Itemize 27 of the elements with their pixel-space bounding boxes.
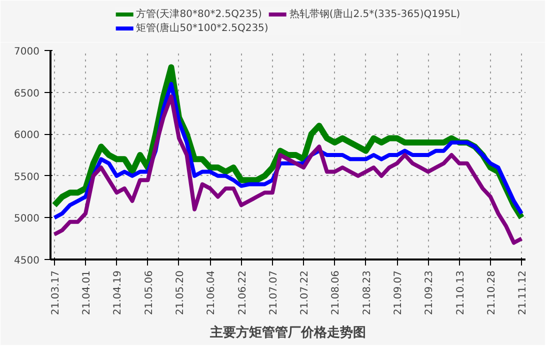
x-tick-label: 21.10.13	[455, 270, 466, 316]
x-tick-label: 21.04.19	[112, 270, 124, 316]
x-tick-label: 21.07.22	[300, 270, 311, 316]
legend-label: 方管(天津80*80*2.5Q235)	[136, 8, 262, 21]
x-tick-label: 21.08.23	[362, 270, 373, 316]
x-tick-label: 21.03.17	[50, 270, 62, 316]
x-tick-label: 21.05.20	[174, 270, 186, 316]
x-tick-label: 21.06.22	[237, 270, 248, 316]
x-tick-label: 21.05.06	[144, 270, 155, 316]
x-tick-label: 21.06.04	[206, 270, 218, 316]
line-series	[52, 94, 524, 245]
y-tick-label: 5500	[14, 172, 40, 183]
legend-label: 矩管(唐山50*100*2.5Q235)	[136, 22, 268, 35]
y-tick-label: 5000	[14, 214, 40, 225]
x-tick-label: 21.10.28	[486, 270, 498, 316]
y-tick-label: 6500	[14, 88, 40, 100]
x-tick-label: 21.08.06	[330, 270, 342, 316]
text: 主要方矩管管厂价格走势图	[209, 324, 366, 340]
y-tick-label: 7000	[14, 46, 40, 58]
y-tick-label: 4500	[14, 256, 40, 266]
x-tick-label: 21.11.12	[518, 270, 529, 316]
x-tick-label: 21.09.23	[424, 270, 436, 316]
x-tick-label: 21.09.07	[393, 270, 404, 316]
legend-label: 热轧带钢(唐山2.5*(335-365)Q195L)	[289, 8, 460, 21]
x-tick-label: 21.04.01	[82, 270, 93, 316]
x-tick-label: 21.07.07	[268, 270, 280, 316]
y-tick-label: 6000	[14, 130, 40, 142]
